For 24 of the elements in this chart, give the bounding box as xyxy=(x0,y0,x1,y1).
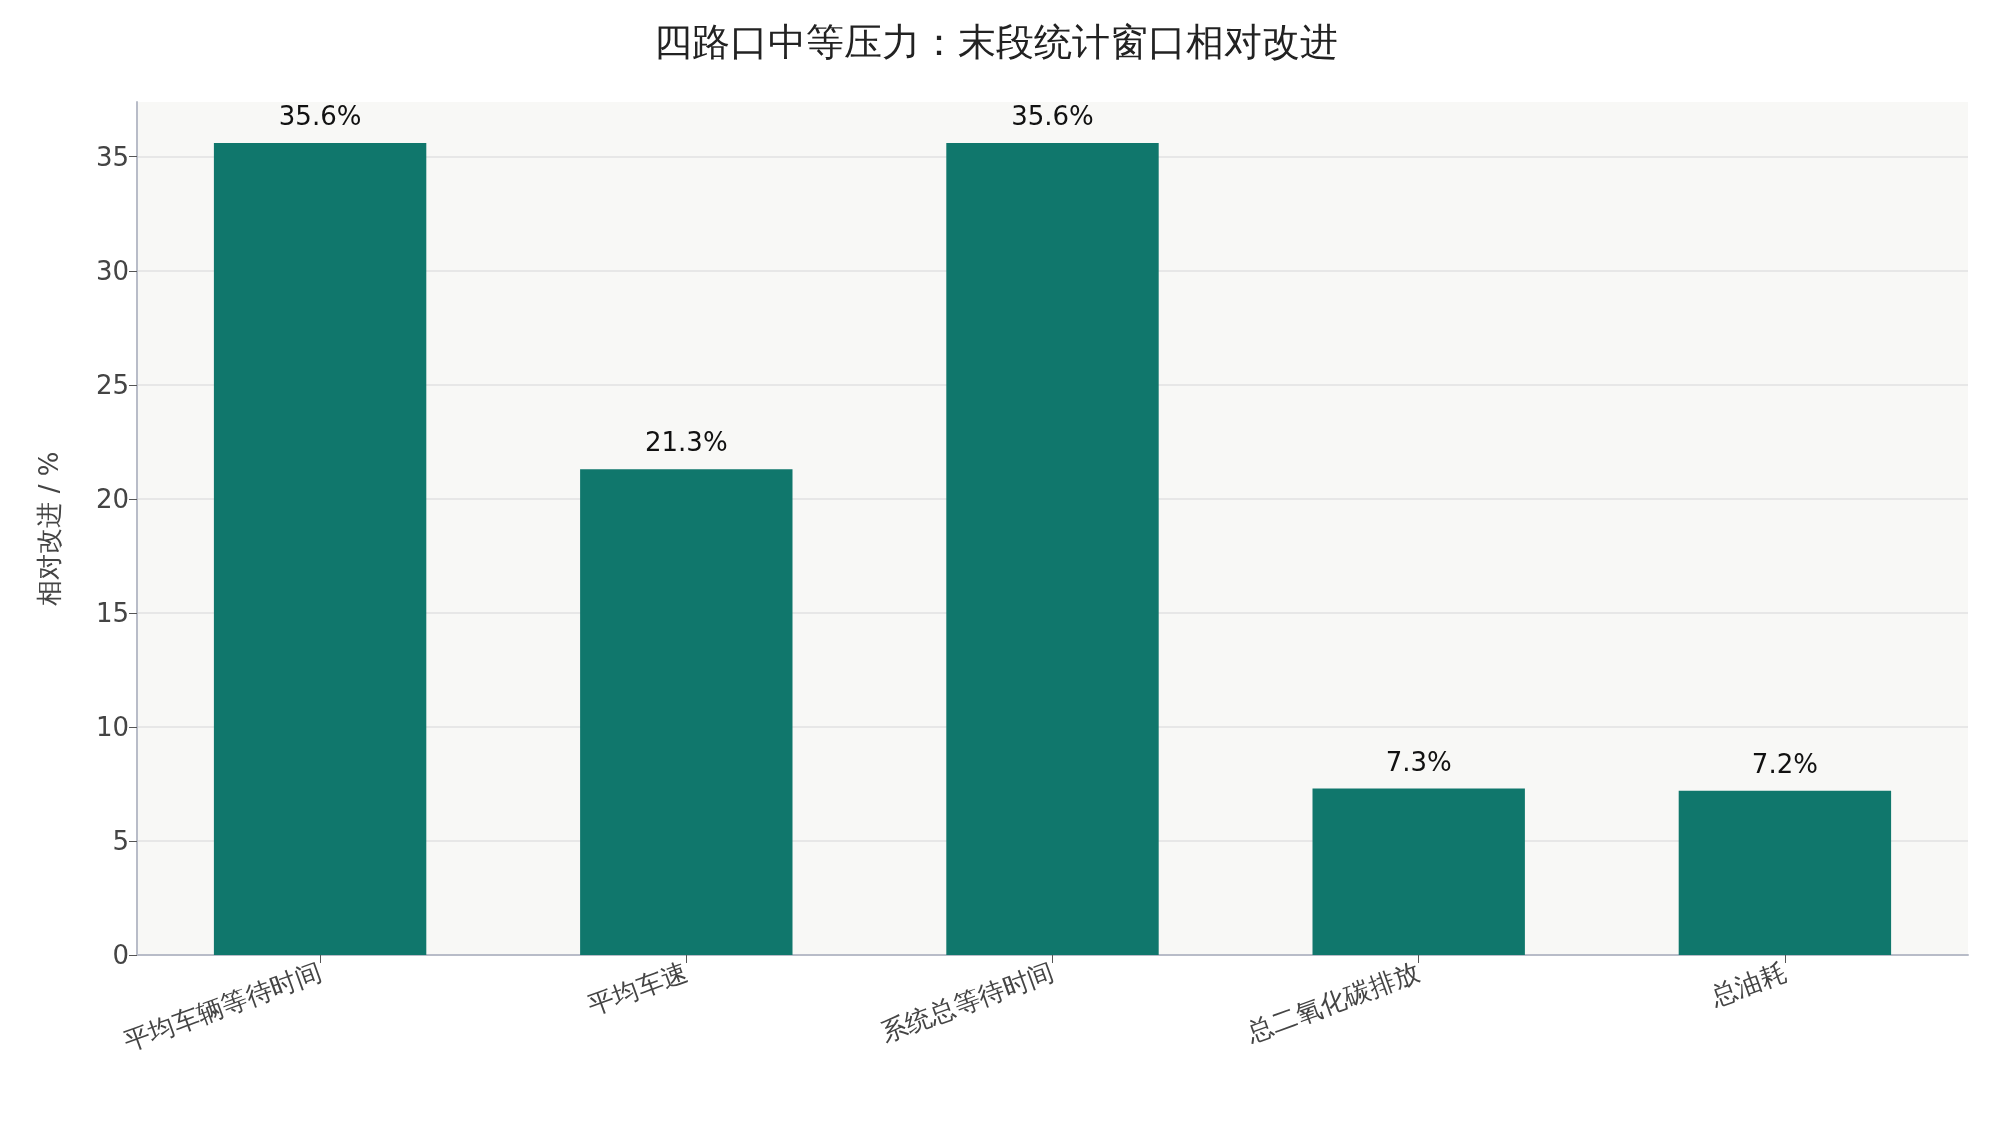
x-tick-label: 总二氧化碳排放 xyxy=(1241,956,1424,1048)
bar xyxy=(213,143,427,955)
chart-title: 四路口中等压力：末段统计窗口相对改进 xyxy=(653,20,1338,64)
data-label: 21.3% xyxy=(645,427,728,458)
data-label: 35.6% xyxy=(1011,101,1094,132)
bar xyxy=(946,143,1159,955)
y-tick-label: 10 xyxy=(95,711,129,742)
y-tick-label: 35 xyxy=(95,141,129,172)
y-tick-label: 5 xyxy=(112,825,129,856)
y-tick-label: 30 xyxy=(95,255,129,286)
bar xyxy=(1678,790,1892,955)
x-tick-label: 系统总等待时间 xyxy=(876,956,1058,1048)
x-tick-label: 平均车速 xyxy=(583,956,692,1021)
y-tick-label: 25 xyxy=(95,369,129,400)
data-label: 7.3% xyxy=(1385,746,1452,777)
y-tick-label: 15 xyxy=(95,597,129,628)
data-label: 7.2% xyxy=(1751,748,1818,779)
bar xyxy=(580,469,793,955)
data-label: 35.6% xyxy=(278,101,362,132)
y-axis-title: 相对改进 / % xyxy=(34,451,64,606)
y-tick-label: 20 xyxy=(95,483,129,514)
y-tick-label: 0 xyxy=(112,940,129,970)
bar xyxy=(1312,788,1525,955)
x-tick-label: 总油耗 xyxy=(1705,956,1791,1013)
